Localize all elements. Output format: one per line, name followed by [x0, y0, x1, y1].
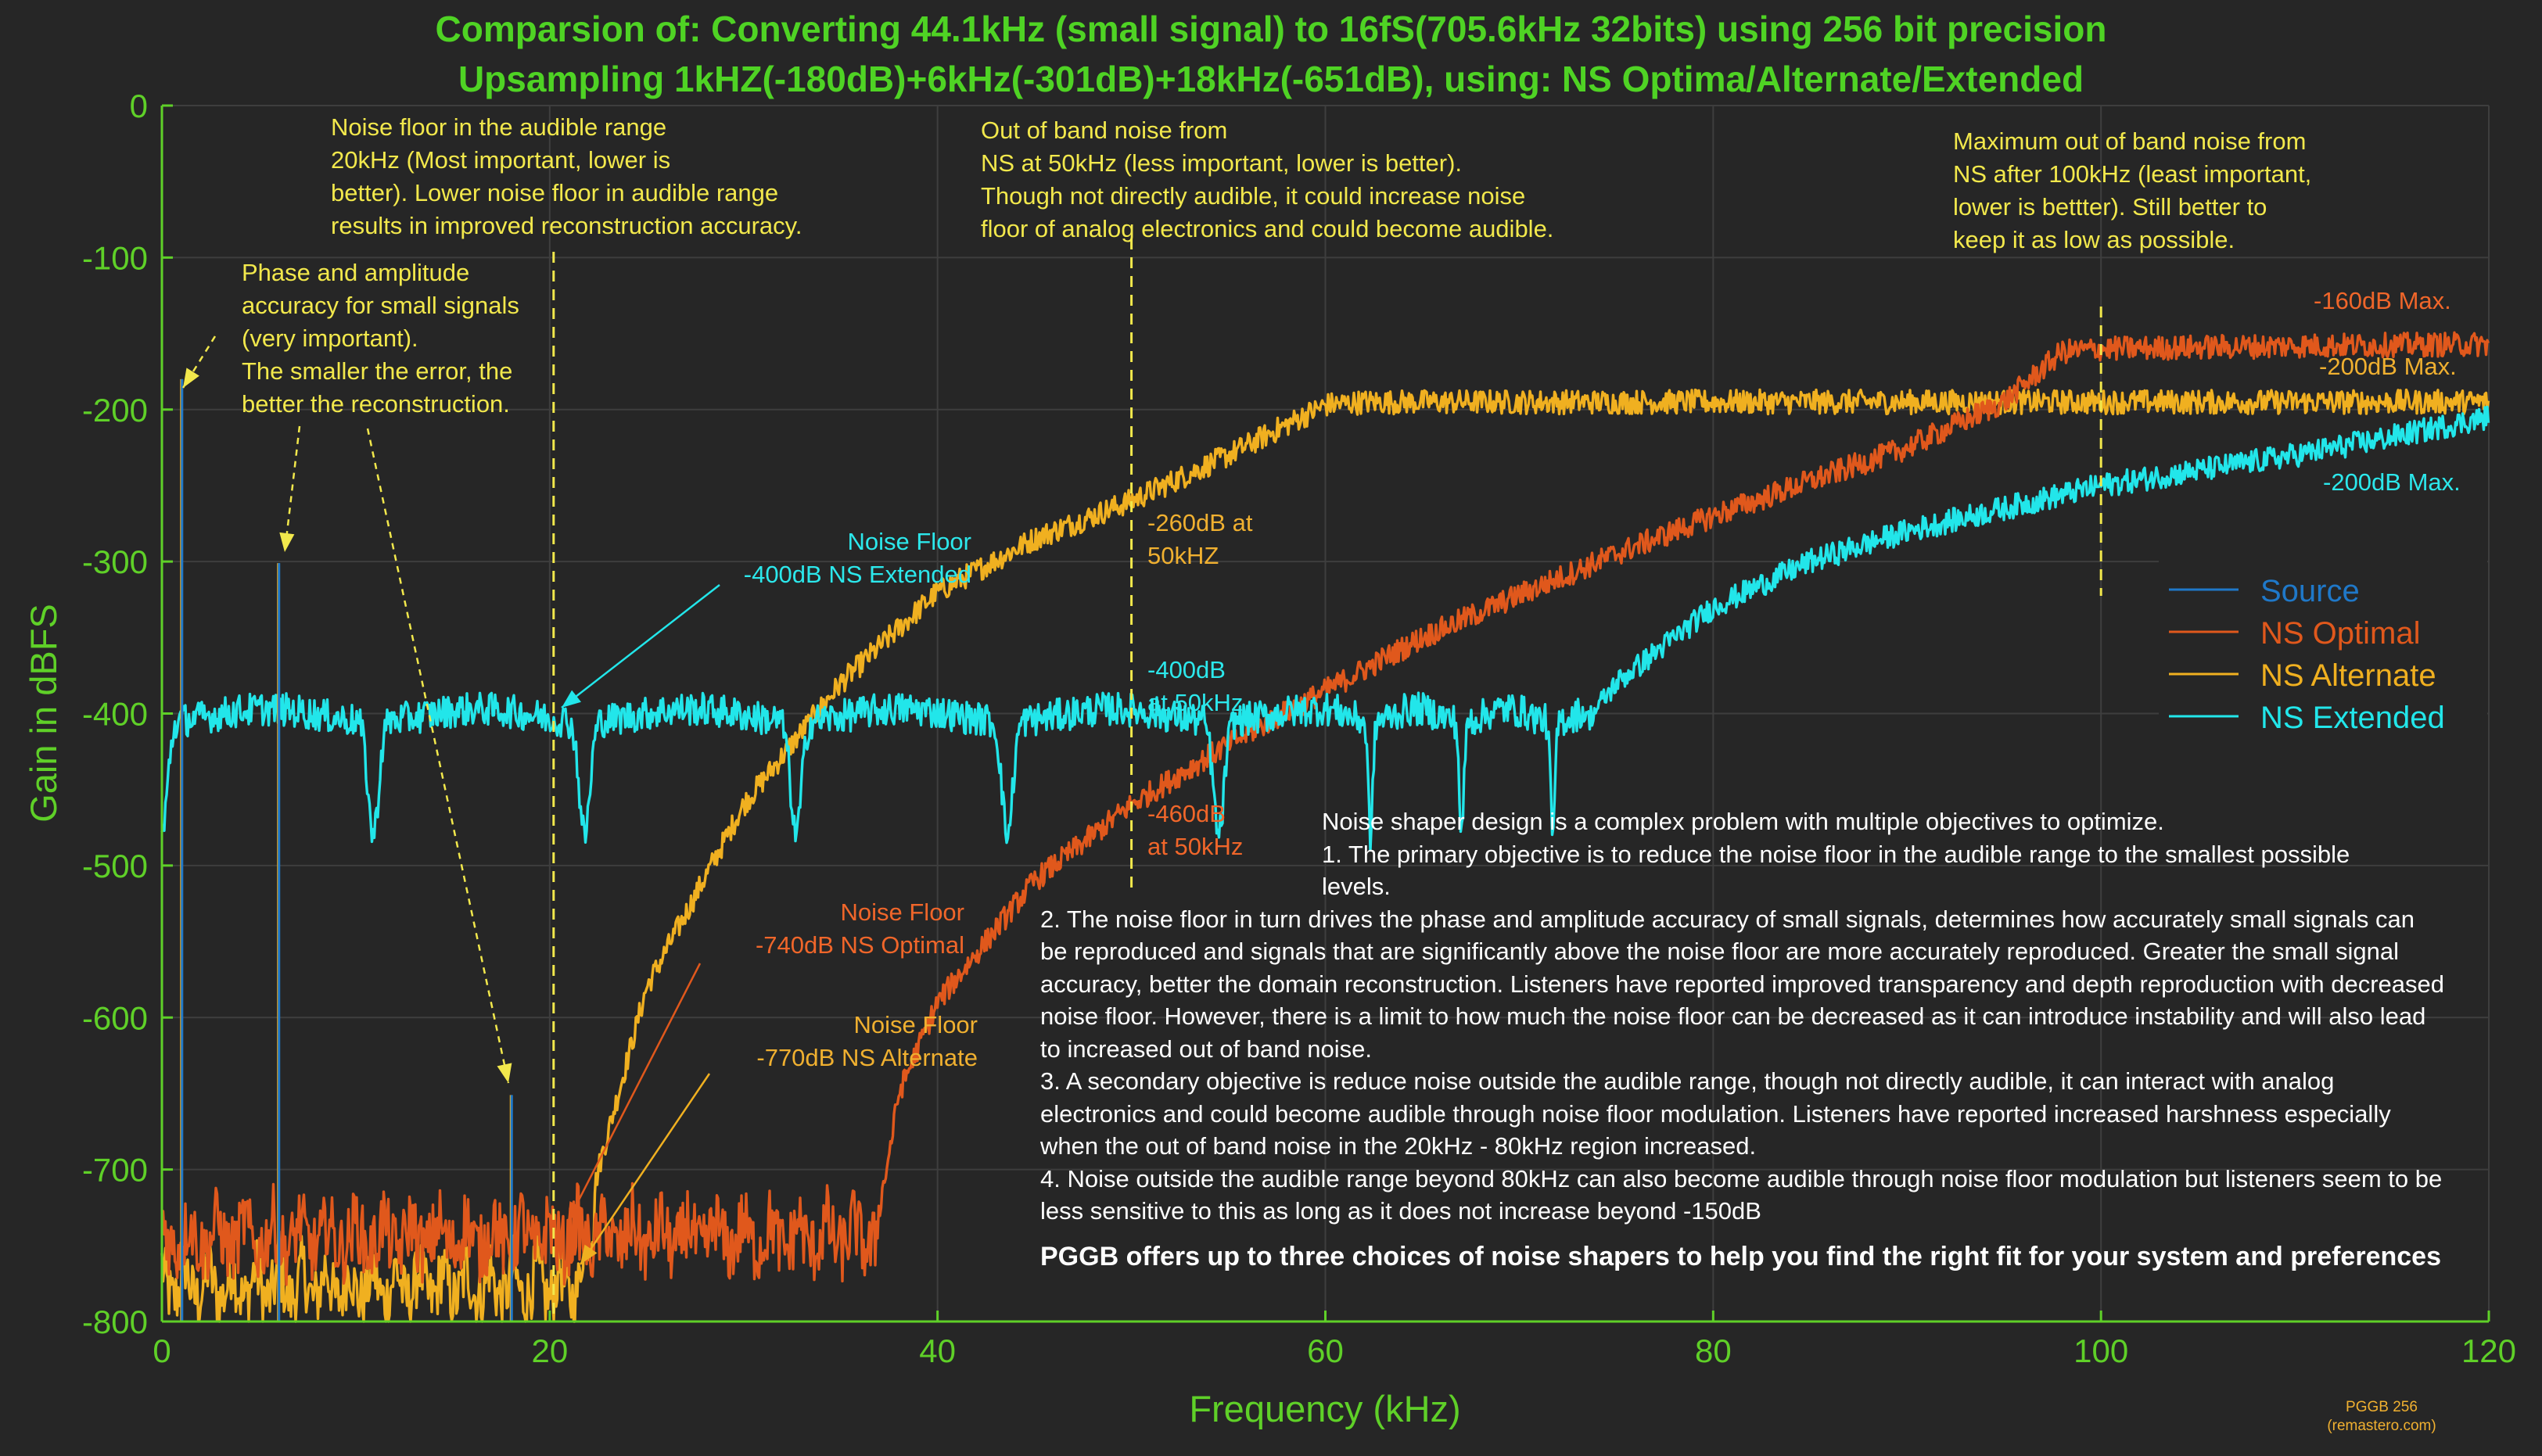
arrow-phase-6khz — [283, 425, 301, 553]
annotation-audible-floor: Noise floor in the audible range 20kHz (… — [331, 113, 802, 239]
legend-label: Source — [2260, 574, 2360, 608]
arrow-noise-floor-optimal-head — [568, 1201, 583, 1221]
y-tick-label: -800 — [82, 1304, 148, 1340]
description-intro: Noise shaper design is a complex problem… — [1322, 808, 2164, 835]
arrow-noise-floor-extended-head — [562, 690, 581, 708]
annotation-alternate-max: -200dB Max. — [2319, 353, 2457, 380]
annotation-phase-amplitude: Phase and amplitude accuracy for small s… — [242, 259, 519, 418]
marker-lines — [552, 238, 2102, 1322]
y-tick-label: -400 — [82, 696, 148, 733]
chart-title-line1: Comparsion of: Converting 44.1kHz (small… — [435, 9, 2107, 49]
arrow-noise-floor-extended — [561, 584, 720, 708]
legend-label: NS Alternate — [2260, 658, 2436, 693]
annotation-max-out-of-band: Maximum out of band noise from NS after … — [1953, 127, 2312, 253]
description-block: Noise shaper design is a complex problem… — [1040, 805, 2448, 1275]
description-point2: 2. The noise floor in turn drives the ph… — [1040, 905, 2444, 1063]
arrow-noise-floor-alternate — [579, 1073, 711, 1265]
x-axis-label: Frequency (kHz) — [1189, 1388, 1460, 1429]
annotation-out-of-band-50khz: Out of band noise from NS at 50kHz (less… — [981, 117, 1554, 242]
annotation-alternate-50khz: -260dB at 50kHZ — [1147, 509, 1253, 569]
legend: Source NS Optimal NS Alternate NS Extended — [2159, 559, 2487, 747]
annotation-extended-50khz: -400dB at 50kHz — [1147, 656, 1244, 716]
axes: 0 20 40 60 80 100 120 0 -100 -200 -300 -400 -500 -600… — [82, 88, 2516, 1369]
x-tick-label: 100 — [2073, 1332, 2128, 1369]
annotation-noise-floor-extended: Noise Floor -400dB NS Extended — [743, 528, 971, 588]
y-tick-label: -300 — [82, 543, 148, 580]
y-tick-label: 0 — [130, 88, 148, 124]
y-tick-label: -100 — [82, 239, 148, 276]
series-line-ns-optimal — [160, 331, 2490, 1286]
arrow-phase-1khz-head — [183, 368, 199, 388]
watermark-title: PGGB 256 — [2346, 1399, 2418, 1415]
description-point1: 1. The primary objective is to reduce th… — [1322, 840, 2350, 868]
legend-label: NS Extended — [2260, 701, 2445, 735]
arrow-phase-18khz — [366, 428, 510, 1084]
y-axis-label: Gain in dBFS — [23, 604, 64, 823]
y-tick-label: -200 — [82, 392, 148, 429]
arrow-phase-6khz-head — [279, 532, 295, 552]
x-tick-label: 0 — [153, 1332, 171, 1369]
annotation-extended-max: -200dB Max. — [2323, 468, 2461, 496]
arrow-phase-18khz-head — [497, 1063, 512, 1083]
y-tick-label: -500 — [82, 848, 148, 884]
description-pggb-offer: PGGB offers up to three choices of noise… — [1040, 1241, 2441, 1271]
chart-title-line2: Upsampling 1kHZ(-180dB)+6kHz(-301dB)+18k… — [458, 59, 2084, 99]
annotation-optimal-50khz: -460dB at 50kHz — [1147, 800, 1244, 860]
watermark-site: (remastero.com) — [2327, 1418, 2436, 1434]
description-point1-cont: levels. — [1322, 873, 1391, 900]
x-tick-label: 40 — [919, 1332, 956, 1369]
watermark: PGGB 256 (remastero.com) — [2315, 1398, 2448, 1436]
description-point3: 3. A secondary objective is reduce noise… — [1040, 1067, 2391, 1160]
x-tick-label: 120 — [2461, 1332, 2516, 1369]
annotation-arrows — [181, 335, 720, 1265]
annotation-noise-floor-optimal: Noise Floor -740dB NS Optimal — [755, 898, 964, 959]
description-point4: 4. Noise outside the audible range beyon… — [1040, 1164, 2443, 1225]
annotation-optimal-max: -160dB Max. — [2314, 287, 2451, 314]
annotation-noise-floor-alternate: Noise Floor -770dB NS Alternate — [756, 1011, 978, 1071]
x-tick-label: 60 — [1307, 1332, 1344, 1369]
y-tick-label: -700 — [82, 1152, 148, 1189]
x-tick-label: 20 — [531, 1332, 568, 1369]
x-tick-label: 80 — [1695, 1332, 1732, 1369]
arrow-noise-floor-alternate-head — [580, 1244, 598, 1264]
y-tick-label: -600 — [82, 999, 148, 1036]
arrow-noise-floor-optimal — [566, 963, 702, 1222]
legend-label: NS Optimal — [2260, 616, 2421, 651]
